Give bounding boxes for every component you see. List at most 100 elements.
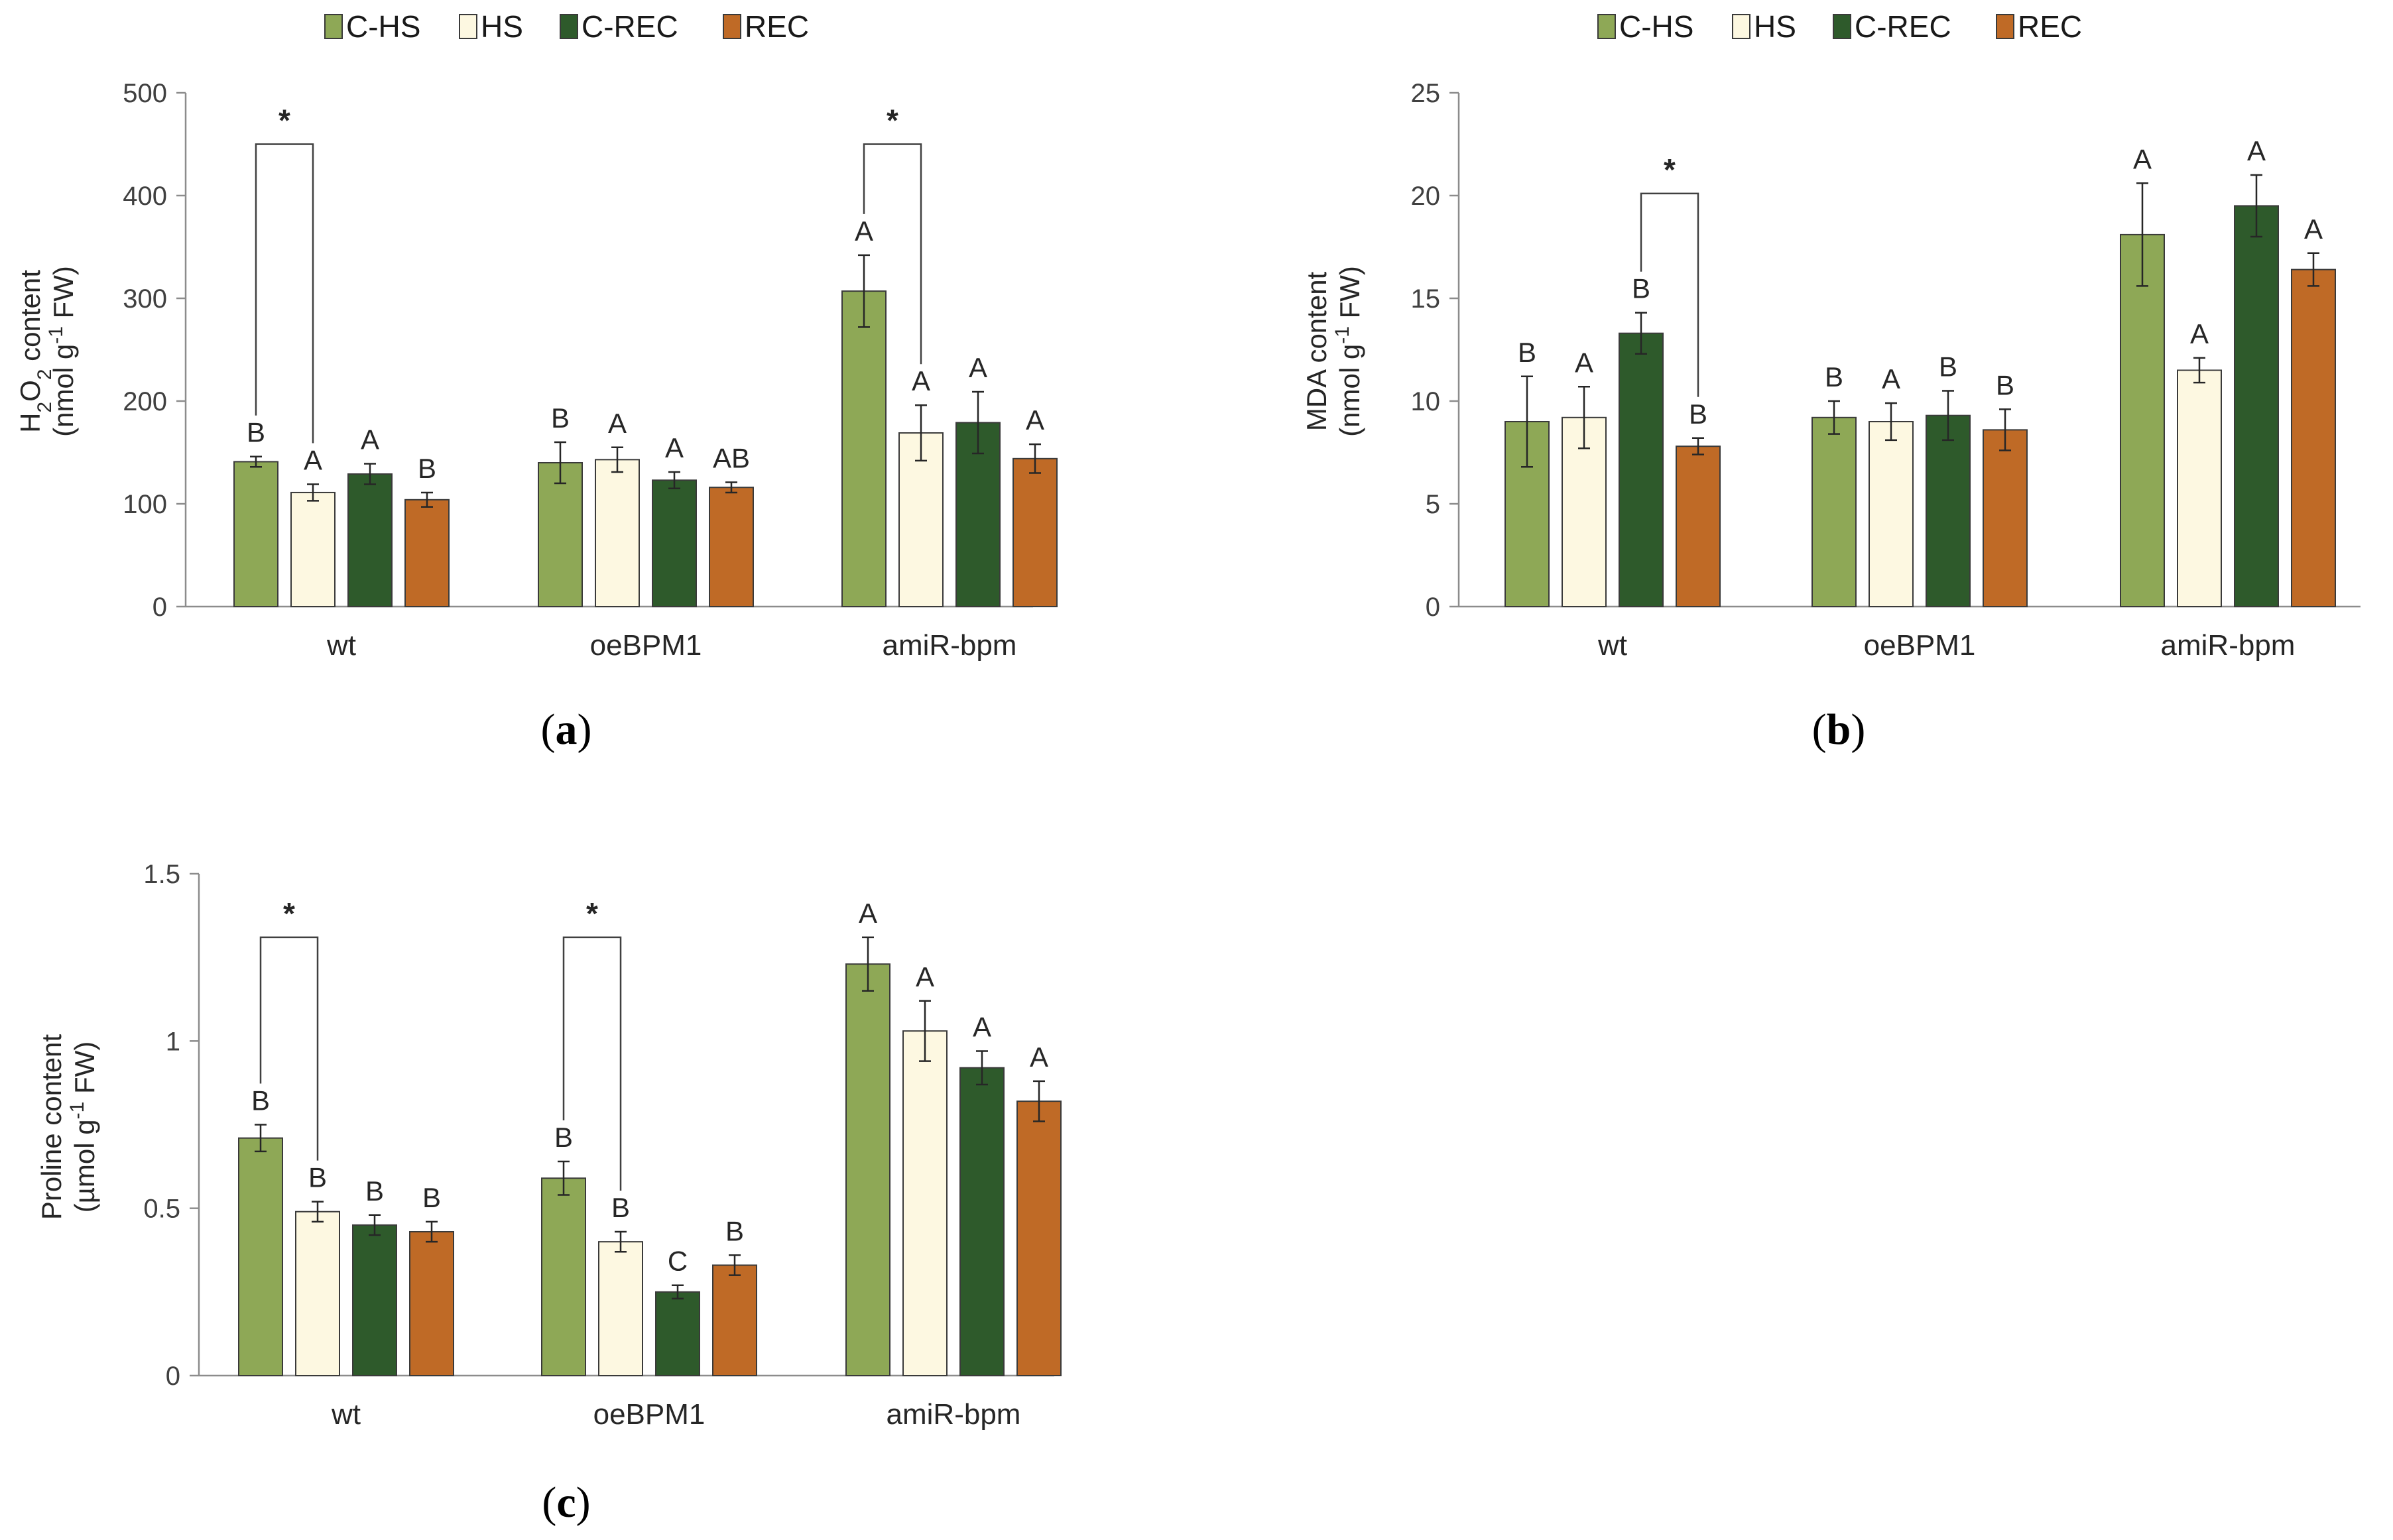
panel-c-bar-c-hs [845,963,890,1376]
panel-a-category-label: amiR-bpm [883,629,1017,662]
panel-c-bar-rec [409,1230,454,1376]
panel-b-bar-hs [2177,369,2222,607]
panel-b-y-tick-label: 25 [1411,79,1441,108]
panel-b-y-tick-label: 10 [1411,387,1441,416]
panel-a-y-tick-label: 100 [123,490,167,519]
panel-a-bar-hs [898,432,944,607]
panel-c-significance-letter: B [251,1085,270,1116]
panel-c-y-tick-label: 0.5 [143,1195,180,1224]
panel-label-b: (b) [1812,705,1866,754]
legend-label-rec: REC [745,9,809,44]
panel-b-category-label: wt [1597,629,1627,662]
panel-c-significance-bracket [562,936,622,1191]
panel-c-significance-letter: A [916,961,934,992]
panel-b-significance-bracket [1640,192,1699,397]
panel-c-bar-c-hs [238,1137,283,1376]
panel-c-significance-letter: A [973,1011,991,1042]
legend-swatch-rec [1996,14,2014,39]
panel-c-significance-letter: A [1030,1041,1048,1073]
legend-swatch-c-rec [1833,14,1851,39]
panel-c-bar-c-rec [352,1224,397,1377]
legend-swatch-hs [459,14,477,39]
panel-a-significance-letter: A [912,365,930,396]
panel-c-y-tick-label: 0 [166,1362,180,1391]
panel-c-bar-hs [295,1211,340,1377]
panel-a-bar-c-hs [538,462,583,607]
panel-c-significance-star: * [586,896,598,931]
panel-a-significance-letter: A [855,215,873,247]
panel-c-significance-letter: B [308,1162,327,1193]
panel-a-y-tick-label: 500 [123,79,167,108]
panel-b-y-tick-label: 0 [1426,593,1440,622]
panel-c-significance-letter: B [554,1122,573,1153]
panel-b-category-label: amiR-bpm [2161,629,2296,662]
panel-a-significance-letter: A [304,445,322,476]
panel-b-significance-letter: A [1882,363,1900,394]
panel-a-category-label: oeBPM1 [590,629,702,662]
y-axis-title-c-line2: (µmol g-1 FW) [66,1041,101,1213]
y-axis-title-a-line1: H2O2 content [15,270,56,433]
legend-a: C-HS HS C-REC REC [324,9,809,44]
panel-b-bar-c-hs [2120,233,2165,607]
panel-b-significance-letter: B [1518,337,1536,368]
panel-c-significance-letter: C [668,1246,688,1277]
panel-a-y-tick-label: 200 [123,387,167,416]
panel-a-significance-letter: A [608,408,627,439]
panel-a-significance-letter: A [361,424,379,455]
legend-swatch-c-hs [1597,14,1616,39]
panel-b-significance-letter: B [1689,398,1707,430]
legend-label-c-rec: C-REC [582,9,678,44]
panel-a-significance-letter: A [665,432,684,463]
panel-c-bar-rec [712,1264,757,1376]
legend-label-hs: HS [1754,9,1796,44]
panel-c-significance-letter: B [422,1182,441,1213]
y-axis-title-b-line1: MDA content [1301,271,1332,431]
panel-a-bar-rec [404,499,450,607]
panel-a-bar-rec [709,487,754,608]
panel-b-y-tick-label: 15 [1411,284,1441,314]
panel-b-significance-star: * [1664,152,1676,187]
panel-c-category-label: amiR-bpm [887,1398,1021,1431]
panel-c-significance-letter: A [859,898,877,929]
legend-swatch-hs [1732,14,1750,39]
legend-label-rec: REC [2018,9,2082,44]
panel-b-significance-letter: B [1996,369,2014,400]
panel-b-significance-letter: B [1939,351,1957,383]
panel-a-bar-c-rec [347,473,393,607]
legend-swatch-c-hs [324,14,343,39]
panel-a-bar-hs [290,491,336,608]
panel-a-bar-rec [1012,457,1058,607]
panel-b-y-tick-label: 5 [1426,490,1440,519]
panel-b-bar-rec [2291,268,2336,607]
panel-c-bar-c-hs [541,1177,586,1377]
panel-c-significance-letter: B [611,1192,630,1223]
panel-b-significance-letter: A [1575,347,1593,378]
legend-swatch-c-rec [560,14,578,39]
panel-c-significance-bracket [259,936,319,1161]
panel-c-bar-hs [902,1030,948,1376]
panel-a-significance-bracket [255,143,314,444]
panel-b-significance-letter: B [1825,361,1843,392]
panel-a-bar-c-hs [841,290,887,607]
panel-b-bar-hs [1869,421,1914,607]
panel-a-y-tick-label: 0 [153,593,167,622]
y-axis-title-a-line2: (nmol g-1 FW) [45,266,80,437]
panel-a-significance-letter: B [247,417,265,448]
panel-b-bar-c-rec [1619,332,1664,607]
panel-a-significance-bracket [863,143,922,365]
panel-c-y-tick-label: 1 [166,1027,180,1056]
panel-b-bar-rec [1983,429,2028,608]
panel-b-bar-rec [1676,445,1721,608]
y-axis-title-c-line1: Proline content [36,1034,67,1220]
panel-a-category-label: wt [326,629,356,662]
panel-c-significance-letter: B [725,1215,744,1246]
panel-c-bar-hs [598,1241,643,1376]
legend-b: C-HS HS C-REC REC [1597,9,2082,44]
panel-b-significance-letter: A [2247,135,2266,166]
panel-a-significance-star: * [887,103,898,138]
legend-swatch-rec [723,14,741,39]
panel-a-bar-c-hs [233,461,278,608]
panel-a-bar-hs [595,459,640,607]
